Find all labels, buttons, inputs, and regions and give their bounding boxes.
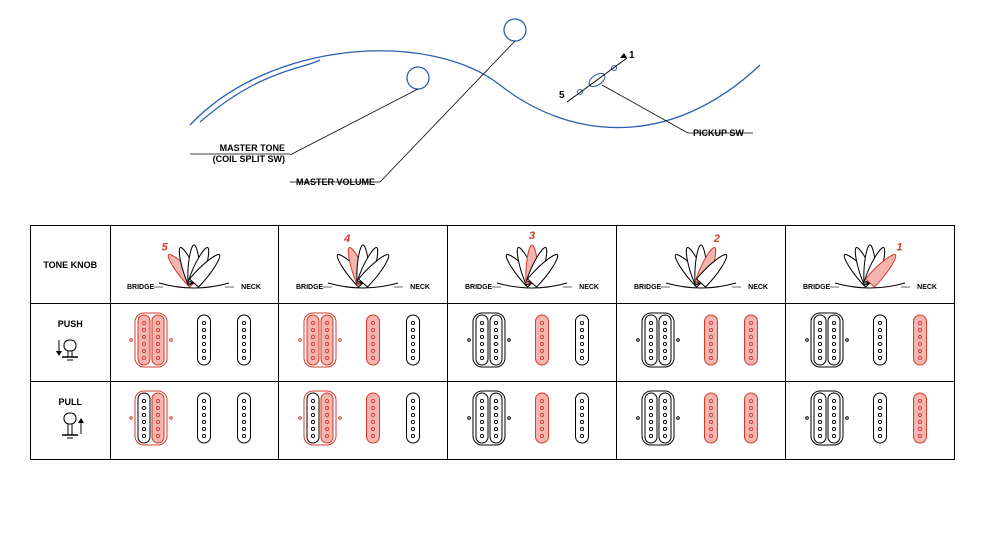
svg-text:MASTER TONE: MASTER TONE xyxy=(220,143,285,153)
svg-text:BRIDGE: BRIDGE xyxy=(296,284,324,291)
pu-push-2 xyxy=(617,304,786,382)
pu-push-1 xyxy=(786,304,955,382)
pickup-config-table: TONE KNOB 5 BRIDGE NECK 4 BRIDGE NECK 3 BRIDG… xyxy=(30,225,955,460)
svg-text:BRIDGE: BRIDGE xyxy=(127,284,155,291)
pull-knob-icon xyxy=(55,410,85,442)
pull-label: PULL xyxy=(35,397,106,407)
pu-push-4 xyxy=(279,304,448,382)
pos-2-header: 2 BRIDGE NECK xyxy=(617,226,786,304)
svg-text:BRIDGE: BRIDGE xyxy=(803,284,831,291)
pos-3-header: 3 BRIDGE NECK xyxy=(448,226,617,304)
svg-text:5: 5 xyxy=(162,241,169,253)
svg-text:BRIDGE: BRIDGE xyxy=(465,284,493,291)
svg-text:NECK: NECK xyxy=(242,284,262,291)
svg-text:1: 1 xyxy=(629,50,635,61)
pu-pull-4 xyxy=(279,382,448,460)
svg-text:NECK: NECK xyxy=(579,284,599,291)
svg-text:5: 5 xyxy=(559,90,565,101)
pos-1-header: 1 BRIDGE NECK xyxy=(786,226,955,304)
pu-push-5 xyxy=(110,304,279,382)
svg-text:3: 3 xyxy=(529,230,535,242)
pull-header: PULL xyxy=(31,382,111,460)
pull-row: PULL xyxy=(31,382,955,460)
svg-text:NECK: NECK xyxy=(748,284,768,291)
svg-text:BRIDGE: BRIDGE xyxy=(634,284,662,291)
push-label: PUSH xyxy=(35,319,106,329)
pos-4-header: 4 BRIDGE NECK xyxy=(279,226,448,304)
push-knob-icon xyxy=(55,332,85,364)
pu-pull-1 xyxy=(786,382,955,460)
header-row: TONE KNOB 5 BRIDGE NECK 4 BRIDGE NECK 3 BRIDG… xyxy=(31,226,955,304)
pos-5-header: 5 BRIDGE NECK xyxy=(110,226,279,304)
tone-knob-header: TONE KNOB xyxy=(31,226,111,304)
svg-text:(COIL SPLIT SW): (COIL SPLIT SW) xyxy=(213,154,285,164)
svg-text:NECK: NECK xyxy=(411,284,431,291)
push-header: PUSH xyxy=(31,304,111,382)
guitar-body-diagram: 51MASTER TONE(COIL SPLIT SW)MASTER VOLUM… xyxy=(0,0,982,210)
pu-push-3 xyxy=(448,304,617,382)
pu-pull-3 xyxy=(448,382,617,460)
push-row: PUSH xyxy=(31,304,955,382)
svg-text:1: 1 xyxy=(896,241,902,253)
svg-text:4: 4 xyxy=(344,233,351,245)
pu-pull-5 xyxy=(110,382,279,460)
svg-text:NECK: NECK xyxy=(917,284,937,291)
pu-pull-2 xyxy=(617,382,786,460)
svg-text:2: 2 xyxy=(713,233,720,245)
